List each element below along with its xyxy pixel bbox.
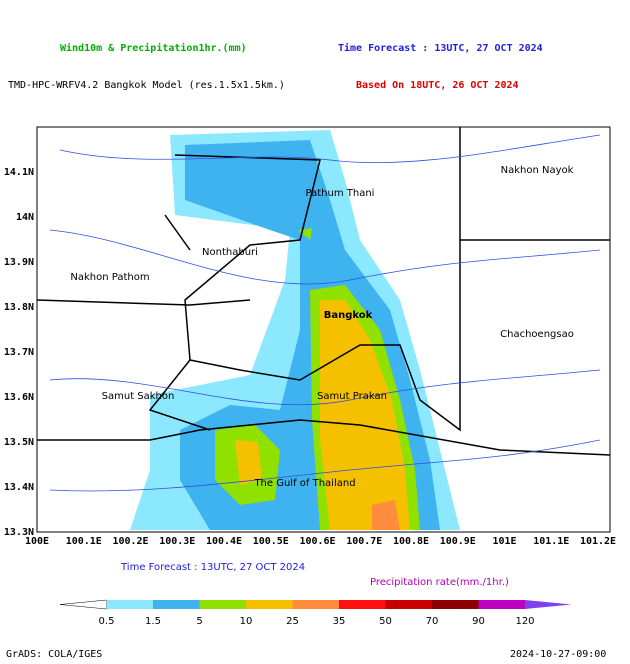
place-label: Samut Prakan bbox=[317, 391, 387, 402]
x-label: 100.5E bbox=[253, 536, 289, 547]
colorbar-cell bbox=[432, 600, 479, 609]
colorbar-label: 5 bbox=[196, 616, 202, 627]
colorbar-label: 0.5 bbox=[99, 616, 115, 627]
y-label: 13.5N bbox=[4, 437, 34, 448]
colorbar-label: 70 bbox=[426, 616, 439, 627]
x-label: 100.3E bbox=[159, 536, 195, 547]
y-label: 14N bbox=[16, 212, 34, 223]
colorbar-cell bbox=[292, 600, 339, 609]
timestamp: 2024-10-27-09:00 bbox=[510, 649, 606, 660]
colorbar-label: 35 bbox=[333, 616, 346, 627]
place-label: Nakhon Pathom bbox=[70, 272, 149, 283]
credit: GrADS: COLA/IGES bbox=[6, 649, 102, 660]
colorbar-cell bbox=[246, 600, 293, 609]
x-label: 100.2E bbox=[112, 536, 148, 547]
x-label: 101.1E bbox=[533, 536, 569, 547]
footer-forecast: Time Forecast : 13UTC, 27 OCT 2024 bbox=[120, 562, 305, 573]
place-label: Nakhon Nayok bbox=[501, 165, 574, 176]
y-label: 13.3N bbox=[4, 527, 34, 538]
place-label: The Gulf of Thailand bbox=[253, 478, 355, 489]
forecast: Time Forecast : 13UTC, 27 OCT 2024 bbox=[338, 42, 543, 54]
x-label: 100.8E bbox=[393, 536, 429, 547]
place-label: Samut Sakhon bbox=[102, 391, 175, 402]
colorbar-cell bbox=[339, 600, 386, 609]
place-label: Bangkok bbox=[324, 310, 373, 321]
place-label: Chachoengsao bbox=[500, 329, 574, 340]
model: TMD-HPC-WRFV4.2 Bangkok Model (res.1.5x1… bbox=[8, 80, 285, 91]
colorbar-label: 90 bbox=[472, 616, 485, 627]
y-label: 13.8N bbox=[4, 302, 34, 313]
x-label: 101.2E bbox=[580, 536, 616, 547]
place-label: Pathum Thani bbox=[306, 188, 375, 199]
colorbar-label: 1.5 bbox=[145, 616, 161, 627]
y-label: 13.4N bbox=[4, 482, 34, 493]
based: Based On 18UTC, 26 OCT 2024 bbox=[356, 80, 519, 91]
colorbar-label: 120 bbox=[515, 616, 534, 627]
x-label: 100.4E bbox=[206, 536, 242, 547]
x-label: 101E bbox=[492, 536, 516, 547]
place-label: Nonthaburi bbox=[202, 247, 258, 258]
colorbar-cell bbox=[106, 600, 153, 609]
colorbar-cell bbox=[153, 600, 200, 609]
colorbar-label: 50 bbox=[379, 616, 392, 627]
y-label: 13.9N bbox=[4, 257, 34, 268]
x-label: 100.9E bbox=[440, 536, 476, 547]
colorbar-label: 25 bbox=[286, 616, 299, 627]
colorbar-cell bbox=[199, 600, 246, 609]
colorbar-label: 10 bbox=[240, 616, 253, 627]
x-label: 100E bbox=[25, 536, 49, 547]
y-label: 13.7N bbox=[4, 347, 34, 358]
colorbar-cell bbox=[478, 600, 525, 609]
y-label: 13.6N bbox=[4, 392, 34, 403]
x-label: 100.6E bbox=[299, 536, 335, 547]
x-label: 100.7E bbox=[346, 536, 382, 547]
x-label: 100.1E bbox=[66, 536, 102, 547]
colorbar-cell bbox=[525, 600, 572, 609]
title: Wind10m & Precipitation1hr.(mm) bbox=[60, 42, 247, 54]
unit: Precipitation rate(mm./1hr.) bbox=[370, 577, 509, 588]
colorbar-cell bbox=[385, 600, 432, 609]
map bbox=[36, 126, 611, 533]
colorbar-cell bbox=[59, 599, 107, 610]
y-label: 14.1N bbox=[4, 167, 34, 178]
